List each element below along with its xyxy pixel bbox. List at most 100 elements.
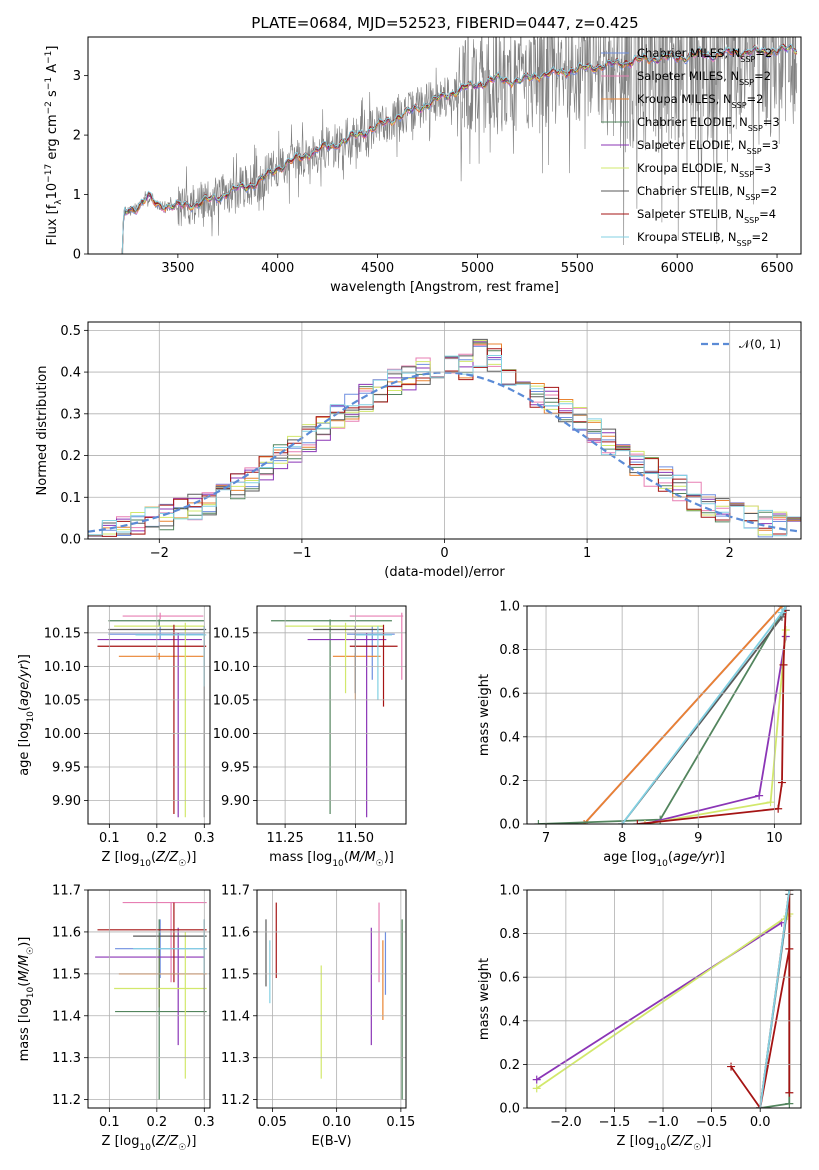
weight-marker-salpeter-stelib xyxy=(777,778,786,787)
y-tick-label: 10.00 xyxy=(213,727,250,742)
axes-frame xyxy=(256,889,407,1109)
legend-label-kroupa-elodie: Kroupa ELODIE, NSSP=3 xyxy=(637,161,771,179)
x-tick-label: 1 xyxy=(583,546,591,561)
axes-frame xyxy=(87,889,211,1109)
axes-frame xyxy=(526,889,802,1109)
x-tick-label: −2 xyxy=(150,546,169,561)
x-tick-label: 4500 xyxy=(361,261,394,276)
y-tick-label: 10.15 xyxy=(44,626,81,641)
y-axis-label: mass weight xyxy=(477,958,492,1040)
weight-marker-salpeter-stelib xyxy=(785,1088,794,1097)
y-tick-label: 0.4 xyxy=(60,366,81,381)
y-tick-label: 10.10 xyxy=(44,660,81,675)
legend-label-salpeter-elodie: Salpeter ELODIE, NSSP=3 xyxy=(637,138,779,156)
x-tick-label: 11.50 xyxy=(337,831,374,846)
weight-line-kroupa-miles xyxy=(583,606,783,824)
panel-mass-vs-Z: 0.1 0.2 0.3 11.2 11.3 11.4 11.5 11.6 11.7 Z [log1… xyxy=(17,884,215,1154)
panel-residuals: −2 −1 0 1 2 0.0 0.1 0.2 0.3 0.4 0.5 (data-model)/er… xyxy=(35,321,802,580)
legend-label-kroupa-stelib: Kroupa STELIB, NSSP=2 xyxy=(637,230,768,248)
y-tick-label: 11.2 xyxy=(52,1093,81,1108)
y-axis-label: age [log10(age/yr)] xyxy=(17,654,36,776)
model-spectrum-kroupa-stelib xyxy=(121,43,798,254)
legend-label-normal: 𝒩(0, 1) xyxy=(739,337,781,351)
y-tick-label: 11.3 xyxy=(52,1051,81,1066)
y-tick-label: 11.5 xyxy=(221,967,250,982)
y-tick-label: 11.4 xyxy=(221,1009,250,1024)
y-tick-label: 0.8 xyxy=(499,643,520,658)
y-tick-label: 0.3 xyxy=(60,407,81,422)
axes-frame xyxy=(87,36,802,255)
plot-area xyxy=(118,37,798,254)
y-tick-label: 9.90 xyxy=(221,794,250,809)
x-tick-label: 0.2 xyxy=(146,831,167,846)
y-tick-label: 0.2 xyxy=(60,449,81,464)
x-tick-label: 6500 xyxy=(760,261,793,276)
y-axis-label: mass weight xyxy=(477,674,492,756)
x-axis-label: mass [log10(M/M☉)] xyxy=(269,850,394,869)
plot-area xyxy=(265,902,403,1100)
weight-marker-kroupa-stelib xyxy=(785,890,794,894)
weight-marker-kroupa-stelib xyxy=(777,608,786,617)
weight-marker-chabrier-elodie xyxy=(534,820,543,824)
y-tick-label: 0.2 xyxy=(499,1058,520,1073)
weight-line-kroupa-stelib xyxy=(759,890,791,1108)
y-tick-label: 0.8 xyxy=(499,927,520,942)
y-tick-label: 0.0 xyxy=(499,818,520,833)
x-tick-label: −1 xyxy=(292,546,311,561)
y-tick-label: 0.0 xyxy=(60,533,81,548)
y-tick-label: 10.00 xyxy=(44,727,81,742)
y-tick-label: 11.3 xyxy=(221,1051,250,1066)
weight-marker-kroupa-stelib xyxy=(781,606,790,610)
x-tick-label: 0.2 xyxy=(146,1115,167,1130)
y-tick-label: 1.0 xyxy=(499,884,520,899)
weight-marker-kroupa-elodie xyxy=(640,820,649,824)
y-tick-label: 0.5 xyxy=(60,324,81,339)
x-axis-label: Z [log10(Z/Z☉)] xyxy=(617,1134,712,1153)
x-tick-label: 4000 xyxy=(261,261,294,276)
panel-spectrum: 3500 4000 4500 5000 5500 6000 6500 0 1 2 3 waveleng… xyxy=(44,36,802,295)
x-axis-label: (data-model)/error xyxy=(384,565,505,580)
x-tick-label: −1.0 xyxy=(647,1115,679,1130)
y-tick-label: 10.05 xyxy=(44,693,81,708)
panel-mass-weight-vs-age: 7 8 9 10 0.0 0.2 0.4 0.6 0.8 1.0 age [log10(age/yr… xyxy=(477,600,802,869)
y-tick-label: 2 xyxy=(73,129,81,144)
legend-label-chabrier-miles: Chabrier MILES, NSSP=2 xyxy=(637,46,772,64)
y-tick-label: 3 xyxy=(73,69,81,84)
y-tick-label: 9.90 xyxy=(52,794,81,809)
x-axis-label: age [log10(age/yr)] xyxy=(603,850,725,869)
x-tick-label: 9 xyxy=(694,831,702,846)
x-axis-label: E(B-V) xyxy=(311,1134,351,1149)
y-tick-label: 9.95 xyxy=(52,760,81,775)
weight-marker-kroupa-miles xyxy=(580,820,589,824)
weight-marker-salpeter-elodie xyxy=(532,1075,541,1084)
x-tick-label: −0.5 xyxy=(696,1115,728,1130)
x-tick-label: 0.3 xyxy=(194,831,215,846)
panel-age-vs-mass: 11.25 11.50 9.90 9.95 10.00 10.05 10.10 10.15 ma… xyxy=(213,605,407,869)
y-tick-label: 0.0 xyxy=(499,1102,520,1117)
plot-area xyxy=(271,612,404,818)
figure-title: PLATE=0684, MJD=52523, FIBERID=0447, z=0… xyxy=(251,14,638,32)
y-tick-label: 11.5 xyxy=(52,967,81,982)
y-tick-label: 0.4 xyxy=(499,730,520,745)
x-tick-label: 3500 xyxy=(161,261,194,276)
y-axis-label: mass [log10(M/M☉)] xyxy=(17,937,36,1062)
y-tick-label: 10.15 xyxy=(213,626,250,641)
y-tick-label: 9.95 xyxy=(221,760,250,775)
y-tick-label: 0 xyxy=(73,248,81,263)
x-tick-label: 2 xyxy=(726,546,734,561)
panel-mass-weight-vs-Z: −2.0 −1.5 −1.0 −0.5 0.0 0.0 0.2 0.4 0.6 0.8 1.0 Z [… xyxy=(477,884,802,1153)
weight-marker-salpeter-stelib xyxy=(779,660,788,669)
legend-label-kroupa-miles: Kroupa MILES, NSSP=2 xyxy=(637,92,763,110)
x-tick-label: 7 xyxy=(542,831,550,846)
x-tick-label: −1.5 xyxy=(599,1115,631,1130)
weight-marker-salpeter-stelib xyxy=(785,944,794,953)
x-tick-label: −2.0 xyxy=(550,1115,582,1130)
plot-area xyxy=(534,606,790,824)
y-tick-label: 11.6 xyxy=(221,925,250,940)
weight-marker-kroupa-elodie xyxy=(766,798,775,807)
x-tick-label: 11.25 xyxy=(267,831,304,846)
x-tick-label: 5500 xyxy=(561,261,594,276)
y-tick-label: 0.4 xyxy=(499,1014,520,1029)
x-tick-label: 10 xyxy=(766,831,783,846)
